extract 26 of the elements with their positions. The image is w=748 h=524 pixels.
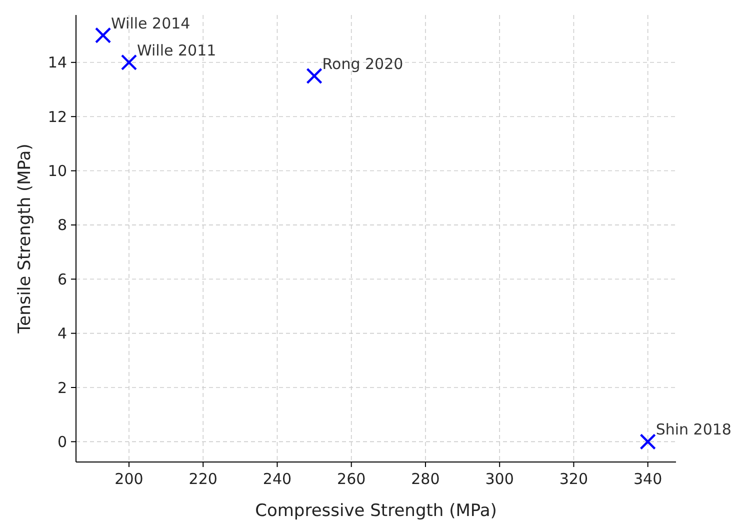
x-tick-label: 240 bbox=[262, 470, 292, 488]
y-tick-label: 8 bbox=[57, 216, 67, 234]
y-axis-title: Tensile Strength (MPa) bbox=[15, 144, 35, 334]
annotation: Wille 2014 bbox=[111, 14, 190, 32]
x-tick-label: 200 bbox=[114, 470, 144, 488]
x-tick-label: 280 bbox=[411, 470, 440, 488]
x-axis-title: Compressive Strength (MPa) bbox=[255, 501, 497, 521]
point bbox=[120, 54, 138, 71]
y-tick-label: 4 bbox=[57, 324, 67, 343]
y-tick-label: 6 bbox=[57, 270, 67, 288]
x-tick-label: 220 bbox=[188, 470, 218, 488]
y-tick-label: 14 bbox=[48, 54, 67, 72]
x-tick-label: 300 bbox=[485, 470, 514, 488]
y-tick-label: 0 bbox=[57, 432, 67, 451]
point bbox=[306, 68, 322, 84]
annotation: Shin 2018 bbox=[656, 420, 732, 439]
point bbox=[640, 434, 656, 450]
x-tick-label: 320 bbox=[559, 470, 588, 488]
point bbox=[94, 27, 112, 44]
y-tick-label: 12 bbox=[48, 108, 67, 126]
annotation: Wille 2011 bbox=[136, 41, 216, 60]
y-tick-label: 2 bbox=[57, 378, 67, 397]
x-tick-label: 260 bbox=[337, 470, 366, 488]
annotation: Rong 2020 bbox=[322, 54, 404, 73]
x-tick-label: 340 bbox=[634, 470, 662, 488]
y-tick-label: 10 bbox=[48, 162, 67, 180]
